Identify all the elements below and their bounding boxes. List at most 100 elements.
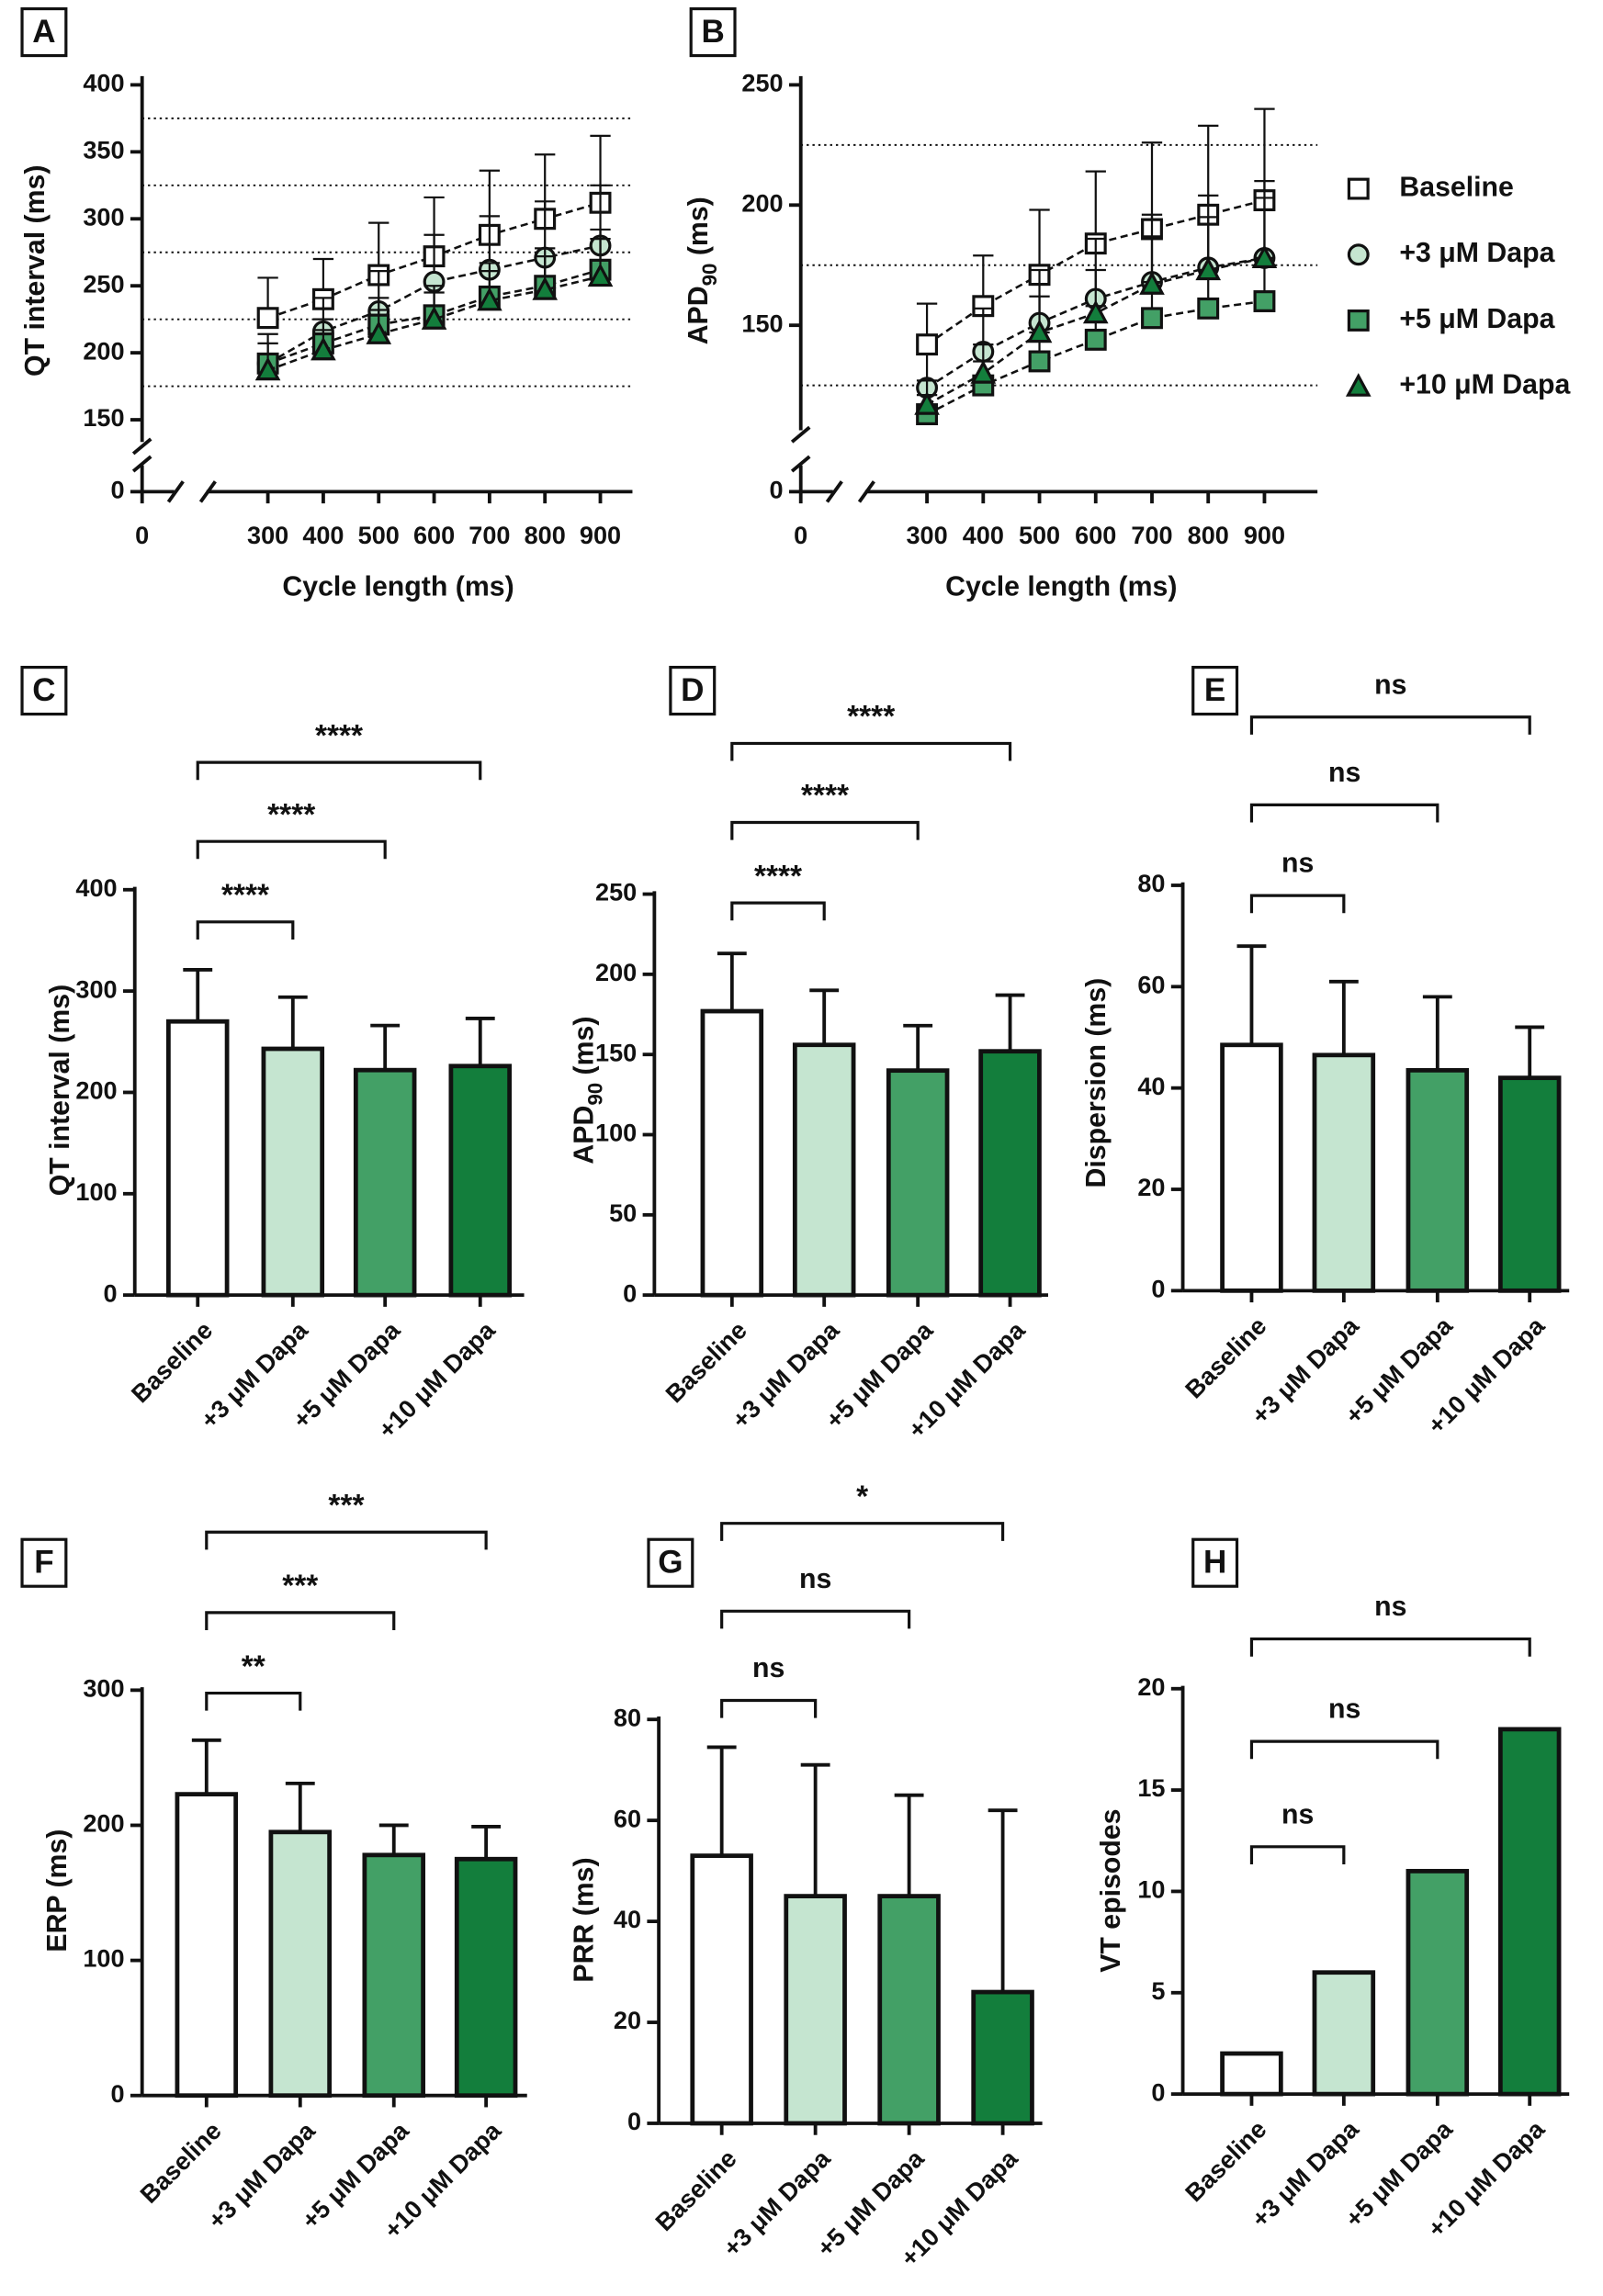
x-tick-label: 500 bbox=[358, 521, 400, 549]
x-tick-label: 900 bbox=[1244, 521, 1285, 549]
bar bbox=[353, 1067, 417, 1298]
y-tick-label: 60 bbox=[614, 1804, 641, 1832]
y-label-unit: (ms) bbox=[683, 197, 714, 263]
bar bbox=[448, 1064, 513, 1298]
panel-letter: E bbox=[1204, 672, 1225, 708]
significance-label: ns bbox=[799, 1564, 831, 1594]
bar bbox=[1405, 1067, 1470, 1293]
bar bbox=[784, 1894, 847, 2126]
axis-break bbox=[131, 437, 152, 456]
x-axis-label: Cycle length (ms) bbox=[945, 572, 1177, 602]
bar bbox=[261, 1046, 325, 1298]
bar bbox=[700, 1008, 764, 1298]
y-tick-label: 200 bbox=[83, 1809, 124, 1838]
significance-bracket bbox=[1249, 803, 1439, 823]
axis-break bbox=[166, 480, 185, 503]
x-tick-label: Baseline bbox=[649, 2144, 742, 2236]
y-tick-label: 150 bbox=[83, 403, 124, 432]
panel-letter: F bbox=[34, 1545, 53, 1581]
y-axis-label: QT interval (ms) bbox=[45, 985, 75, 1196]
significance-label: ns bbox=[1281, 1799, 1314, 1829]
y-tick-label: 300 bbox=[83, 1674, 124, 1703]
x-tick-label: 800 bbox=[525, 521, 566, 549]
bar bbox=[1312, 1970, 1376, 2097]
y-tick-label: 0 bbox=[111, 476, 125, 504]
x-tick-label: 0 bbox=[135, 521, 149, 549]
x-tick-label: 700 bbox=[1131, 521, 1172, 549]
bar bbox=[690, 1853, 753, 2126]
marker bbox=[1028, 350, 1051, 373]
legend-label: Baseline bbox=[1399, 173, 1514, 203]
x-tick-label: 900 bbox=[580, 521, 621, 549]
significance-bracket bbox=[720, 1698, 818, 1718]
axis-break bbox=[790, 455, 811, 473]
marker bbox=[256, 307, 279, 330]
x-tick-label: Baseline bbox=[1180, 2115, 1272, 2208]
significance-bracket bbox=[1249, 1637, 1531, 1657]
legend-label: +5 μM Dapa bbox=[1399, 304, 1555, 334]
marker bbox=[916, 333, 939, 356]
y-label-sub: 90 bbox=[584, 1083, 607, 1106]
marker bbox=[532, 276, 559, 300]
x-tick-label: Baseline bbox=[126, 1316, 219, 1409]
y-axis-label: QT interval (ms) bbox=[20, 165, 51, 377]
y-tick-label: 80 bbox=[1137, 869, 1165, 897]
y-tick-label: 150 bbox=[595, 1038, 637, 1066]
x-tick-label: 0 bbox=[794, 521, 807, 549]
y-tick-label: 50 bbox=[609, 1199, 637, 1227]
y-tick-label: 100 bbox=[75, 1177, 117, 1206]
panel-letter: G bbox=[658, 1545, 683, 1581]
bar bbox=[165, 1019, 230, 1298]
significance-bracket bbox=[1249, 894, 1346, 914]
significance-label: *** bbox=[328, 1489, 364, 1523]
marker bbox=[1139, 271, 1165, 295]
significance-label: ns bbox=[1328, 758, 1360, 788]
panel-letter: A bbox=[32, 14, 55, 50]
marker bbox=[914, 391, 940, 415]
significance-bracket bbox=[196, 920, 295, 940]
y-tick-label: 0 bbox=[1151, 1275, 1165, 1303]
y-tick-label: 40 bbox=[614, 1905, 641, 1933]
significance-bracket bbox=[720, 1609, 911, 1629]
x-tick-label: 300 bbox=[906, 521, 947, 549]
axis-break bbox=[198, 480, 217, 503]
y-label-main: APD bbox=[569, 1106, 599, 1165]
marker bbox=[1084, 328, 1107, 351]
marker bbox=[1347, 309, 1370, 332]
y-tick-label: 100 bbox=[595, 1119, 637, 1147]
x-tick-label: 300 bbox=[247, 521, 288, 549]
marker bbox=[970, 360, 997, 384]
marker bbox=[421, 306, 447, 330]
significance-label: ns bbox=[1281, 849, 1314, 879]
panel-letter: B bbox=[701, 14, 724, 50]
y-label-main: APD bbox=[683, 286, 714, 344]
y-axis-label: ERP (ms) bbox=[42, 1829, 73, 1953]
panel-box bbox=[1191, 1537, 1239, 1588]
significance-bracket bbox=[730, 741, 1012, 761]
marker bbox=[254, 356, 281, 381]
significance-label: **** bbox=[754, 860, 802, 894]
marker bbox=[1141, 307, 1163, 330]
y-tick-label: 20 bbox=[1137, 1672, 1165, 1701]
marker bbox=[1082, 299, 1109, 324]
significance-bracket bbox=[1249, 1845, 1346, 1864]
bar bbox=[792, 1042, 856, 1298]
y-tick-label: 300 bbox=[83, 202, 124, 231]
x-tick-label: Baseline bbox=[134, 2116, 227, 2209]
legend-label: +10 μM Dapa bbox=[1399, 370, 1571, 400]
y-axis-label: PRR (ms) bbox=[569, 1857, 599, 1982]
significance-bracket bbox=[1249, 715, 1531, 735]
y-tick-label: 60 bbox=[1137, 970, 1165, 998]
y-tick-label: 0 bbox=[627, 2107, 641, 2135]
y-tick-label: 400 bbox=[83, 69, 124, 97]
y-tick-label: 20 bbox=[614, 2006, 641, 2034]
bar bbox=[1497, 1727, 1562, 2097]
marker bbox=[1026, 319, 1053, 343]
y-tick-label: 0 bbox=[111, 2079, 125, 2108]
bar bbox=[1497, 1075, 1562, 1293]
bar bbox=[1312, 1052, 1376, 1293]
x-tick-label: 400 bbox=[963, 521, 1004, 549]
significance-label: ns bbox=[1374, 1592, 1406, 1622]
y-tick-label: 200 bbox=[83, 336, 124, 365]
